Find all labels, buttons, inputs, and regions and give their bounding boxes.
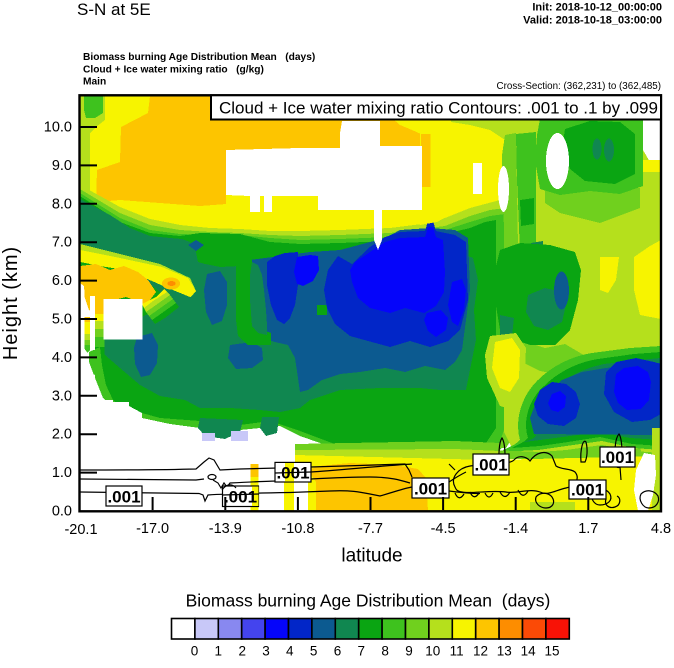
svg-text:-20.1: -20.1 [64,522,97,538]
svg-text:9: 9 [405,644,413,659]
svg-text:-7.7: -7.7 [358,521,383,537]
svg-text:6: 6 [334,644,342,659]
svg-text:3: 3 [262,644,270,659]
svg-text:5.0: 5.0 [52,312,72,328]
svg-text:Biomass burning Age Distributi: Biomass burning Age Distribution Mean (d… [186,591,551,611]
svg-text:latitude: latitude [341,546,402,567]
svg-text:5: 5 [310,644,318,659]
svg-text:Valid: 2018-10-18_03:00:00: Valid: 2018-10-18_03:00:00 [523,15,662,27]
svg-text:.001: .001 [601,448,634,467]
svg-text:9.0: 9.0 [52,158,72,174]
svg-text:14: 14 [521,644,537,659]
svg-text:-13.9: -13.9 [209,521,242,537]
svg-text:Init: 2018-10-12_00:00:00: Init: 2018-10-12_00:00:00 [532,2,662,14]
svg-text:-4.5: -4.5 [431,521,456,537]
svg-text:-10.8: -10.8 [281,521,314,537]
svg-text:15: 15 [544,644,559,659]
svg-text:.001: .001 [224,488,257,507]
svg-text:S-N at 5E: S-N at 5E [77,0,151,19]
svg-text:7: 7 [358,644,366,659]
svg-text:4.0: 4.0 [52,350,72,366]
svg-text:4: 4 [286,644,294,659]
svg-text:11: 11 [450,644,464,659]
svg-text:.001: .001 [276,464,309,483]
svg-text:7.0: 7.0 [52,235,72,251]
svg-text:.001: .001 [107,488,140,507]
svg-text:4.8: 4.8 [651,521,671,537]
svg-text:Cross-Section: (362,231) to (3: Cross-Section: (362,231) to (362,485) [497,81,661,92]
svg-text:8.0: 8.0 [52,196,72,212]
svg-text:Main: Main [83,77,106,88]
svg-text:Biomass burning Age Distributi: Biomass burning Age Distribution Mean (d… [83,52,315,63]
svg-text:13: 13 [497,644,512,659]
svg-text:10: 10 [425,644,440,659]
svg-text:.001: .001 [474,456,507,475]
svg-text:1.7: 1.7 [578,521,598,537]
svg-text:2.0: 2.0 [52,427,72,443]
svg-text:0: 0 [191,644,199,659]
svg-text:2: 2 [238,644,246,659]
svg-text:.001: .001 [571,481,604,500]
svg-text:10.0: 10.0 [44,120,72,136]
svg-text:3.0: 3.0 [52,388,72,404]
svg-text:0.0: 0.0 [52,504,72,520]
svg-text:8: 8 [381,644,389,659]
svg-text:Cloud + Ice water mixing ratio: Cloud + Ice water mixing ratio (g/kg) [83,64,264,75]
svg-text:6.0: 6.0 [52,273,72,289]
svg-text:.001: .001 [414,480,447,499]
svg-text:12: 12 [473,644,488,659]
svg-text:Cloud + Ice water mixing ratio: Cloud + Ice water mixing ratio Contours:… [219,99,658,118]
svg-text:-1.4: -1.4 [503,521,528,537]
svg-text:Height (km): Height (km) [0,246,22,360]
svg-text:1: 1 [215,644,223,659]
svg-text:1.0: 1.0 [52,465,72,481]
svg-text:-17.0: -17.0 [136,521,169,537]
